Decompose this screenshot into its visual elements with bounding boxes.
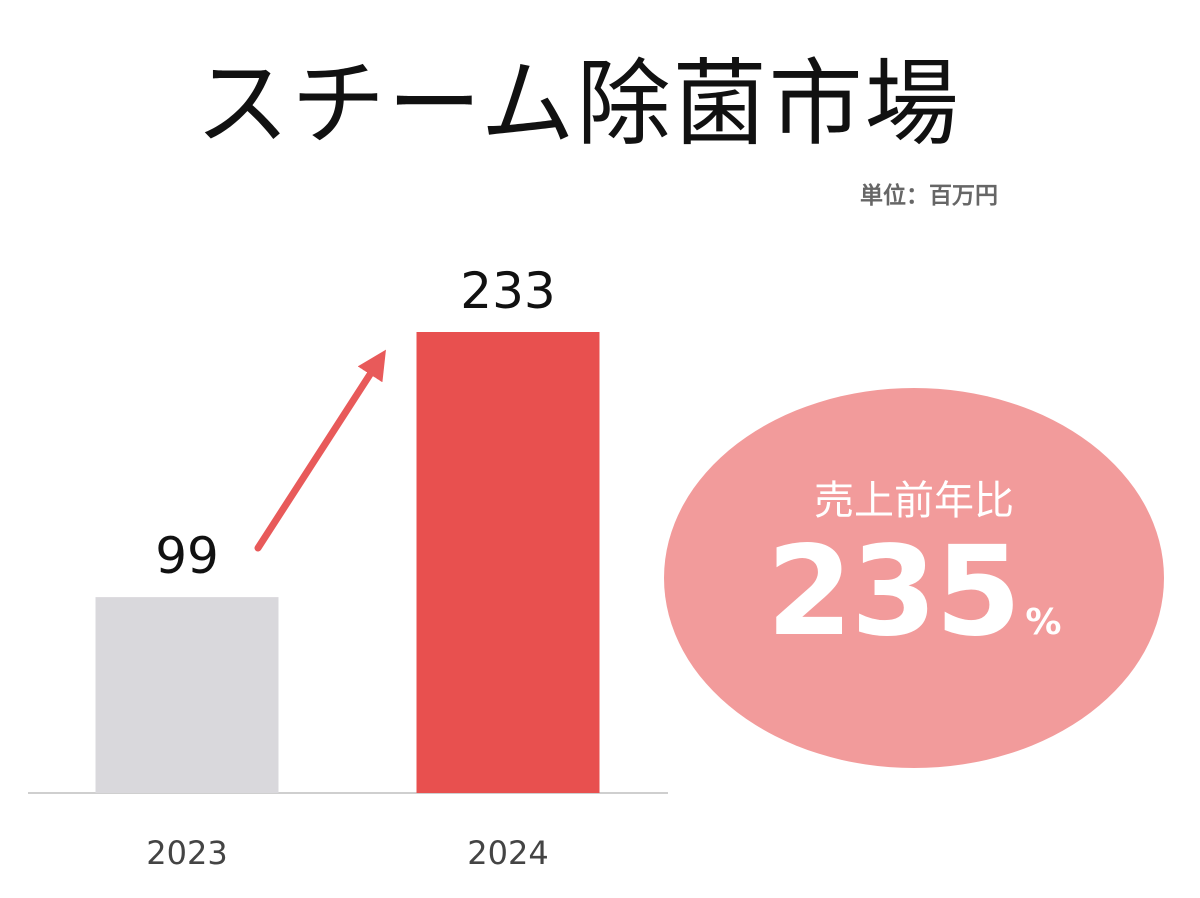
x-tick-2024: 2024 [467,834,548,872]
yoy-value: 235 [766,520,1022,664]
bar-2024 [416,332,600,793]
unit-label: 単位：百万円 [860,183,998,209]
bar-2023 [95,597,279,793]
yoy-unit: % [1025,602,1062,643]
growth-arrow [254,349,386,552]
value-label-2024: 233 [460,262,555,320]
chart-title: スチーム除菌市場 [195,50,961,159]
value-label-2023: 99 [155,527,219,585]
yoy-value-line: 235% [664,520,1164,664]
x-tick-2023: 2023 [146,834,227,872]
yoy-label: 売上前年比 [814,478,1014,524]
yoy-badge: 売上前年比 235% [664,388,1164,768]
